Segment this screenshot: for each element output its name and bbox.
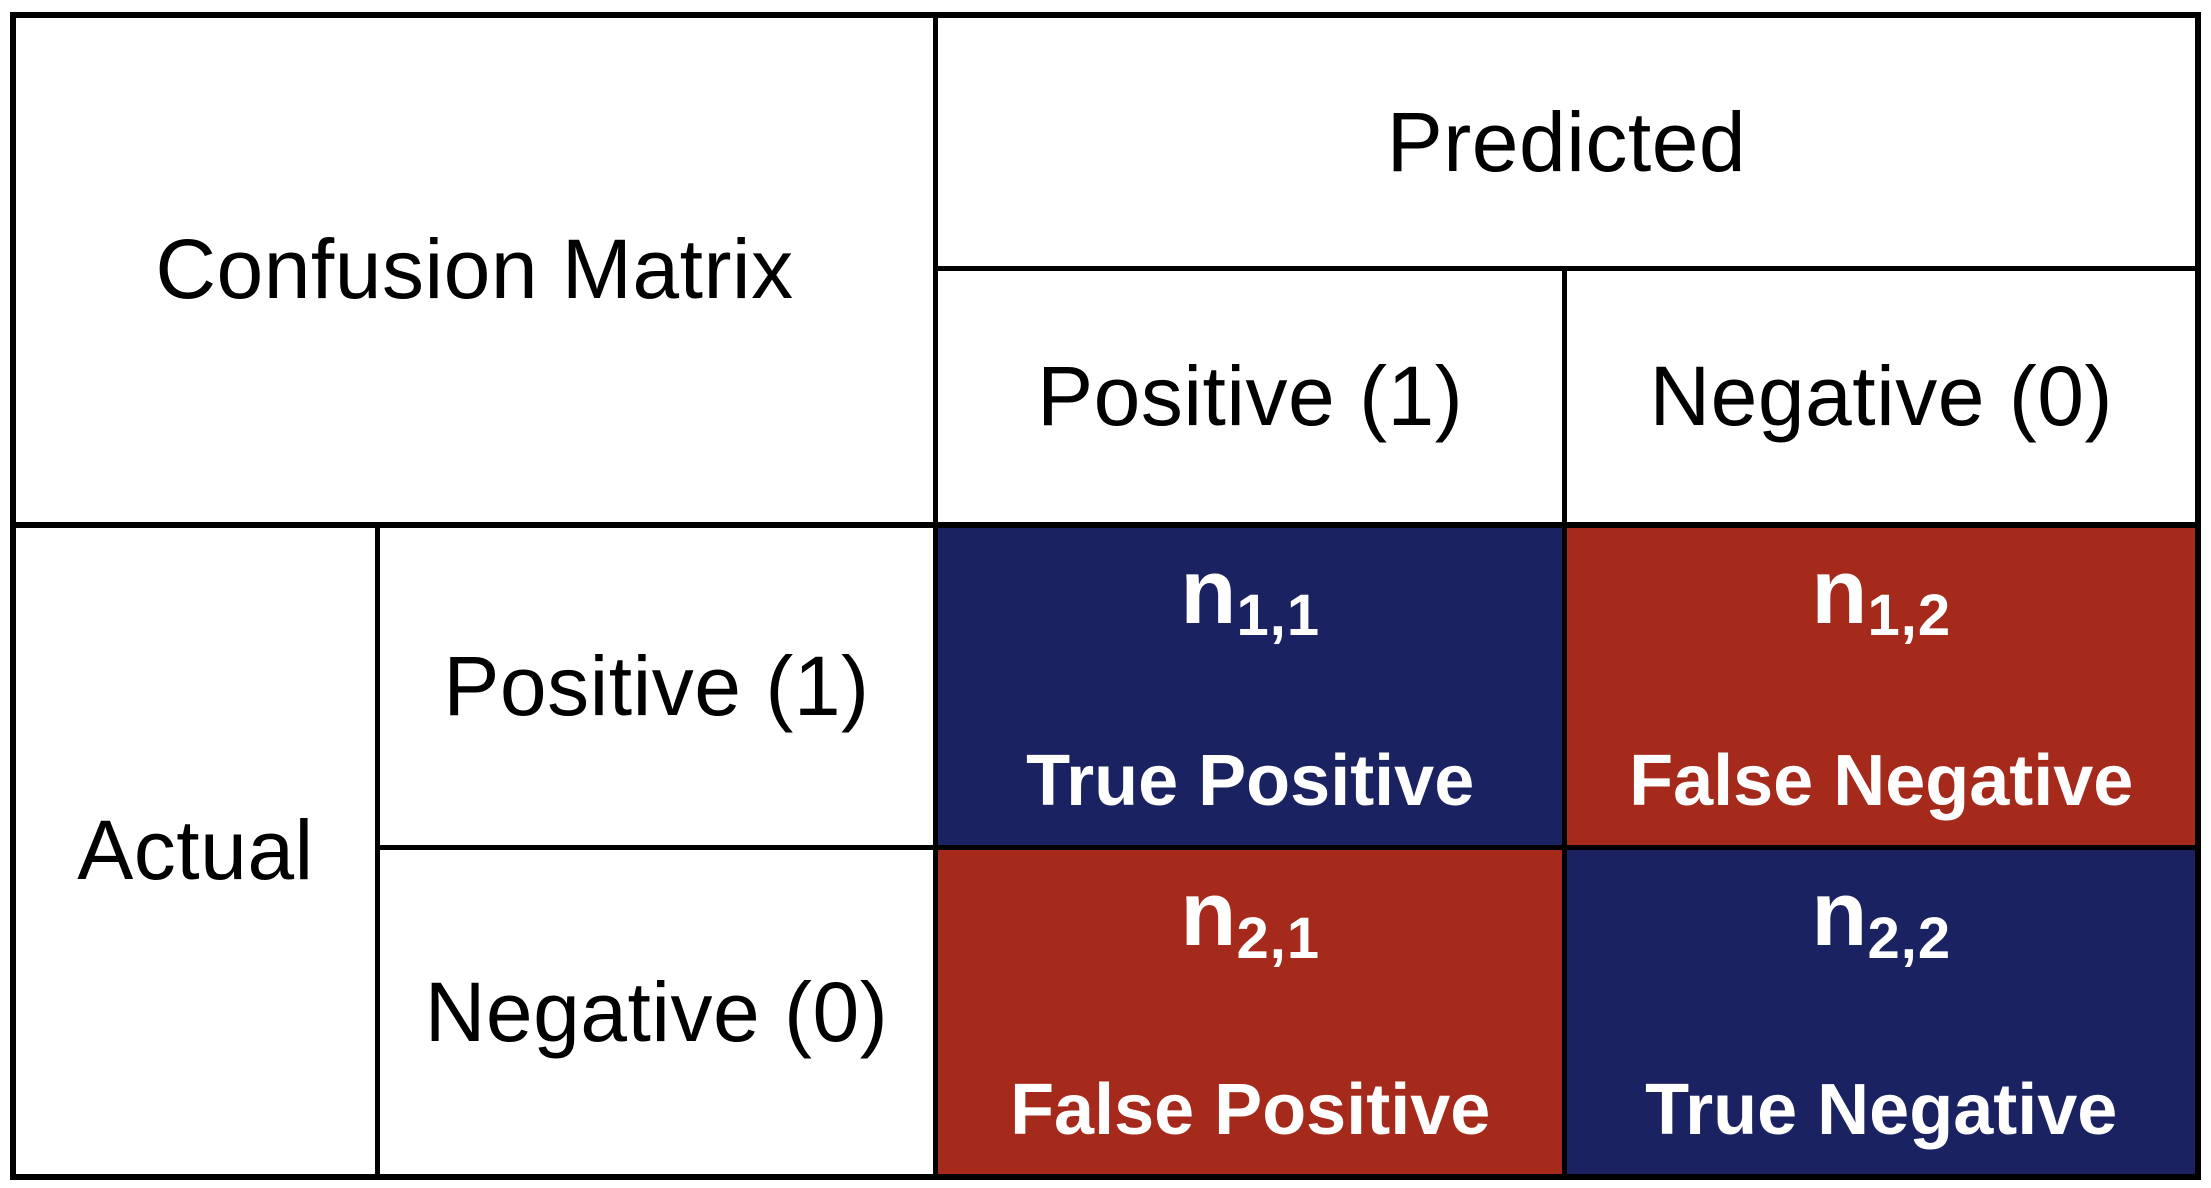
actual-negative-label: Negative (0) <box>424 964 889 1059</box>
predicted-col-header-positive: Positive (1) <box>937 271 1568 528</box>
false-negative-subscript: 1,2 <box>1867 583 1952 649</box>
true-negative-subscript: 2,2 <box>1867 906 1952 972</box>
actual-positive-label: Positive (1) <box>443 639 870 734</box>
false-positive-subscript: 2,1 <box>1236 906 1321 972</box>
actual-axis-label: Actual <box>77 803 314 898</box>
false-positive-symbol: n2,1 <box>1180 863 1321 972</box>
false-negative-label: False Negative <box>1629 741 2134 822</box>
corner-title: Confusion Matrix <box>155 222 794 317</box>
cell-false-negative: n1,2 False Negative <box>1567 527 2195 851</box>
actual-axis-header-cell: Actual <box>16 527 380 1174</box>
predicted-axis-label: Predicted <box>1386 94 1747 189</box>
predicted-col-header-negative: Negative (0) <box>1567 271 2195 528</box>
predicted-positive-label: Positive (1) <box>1037 349 1464 444</box>
cell-false-positive: n2,1 False Positive <box>937 850 1568 1174</box>
corner-title-cell: Confusion Matrix <box>16 18 938 528</box>
false-negative-symbol: n1,2 <box>1811 540 1952 649</box>
true-positive-label: True Positive <box>1026 741 1475 822</box>
true-negative-symbol: n2,2 <box>1811 863 1952 972</box>
false-positive-label: False Positive <box>1010 1070 1491 1150</box>
predicted-negative-label: Negative (0) <box>1649 349 2113 444</box>
cell-true-negative: n2,2 True Negative <box>1567 850 2195 1174</box>
actual-row-header-positive: Positive (1) <box>379 527 938 851</box>
confusion-matrix-table: Confusion Matrix Predicted Positive (1) … <box>10 12 2201 1180</box>
predicted-axis-header-cell: Predicted <box>937 18 2195 272</box>
true-negative-label: True Negative <box>1645 1070 2118 1150</box>
cell-true-positive: n1,1 True Positive <box>937 527 1568 851</box>
true-positive-subscript: 1,1 <box>1236 583 1321 649</box>
true-positive-symbol: n1,1 <box>1180 540 1321 649</box>
actual-row-header-negative: Negative (0) <box>379 850 938 1174</box>
